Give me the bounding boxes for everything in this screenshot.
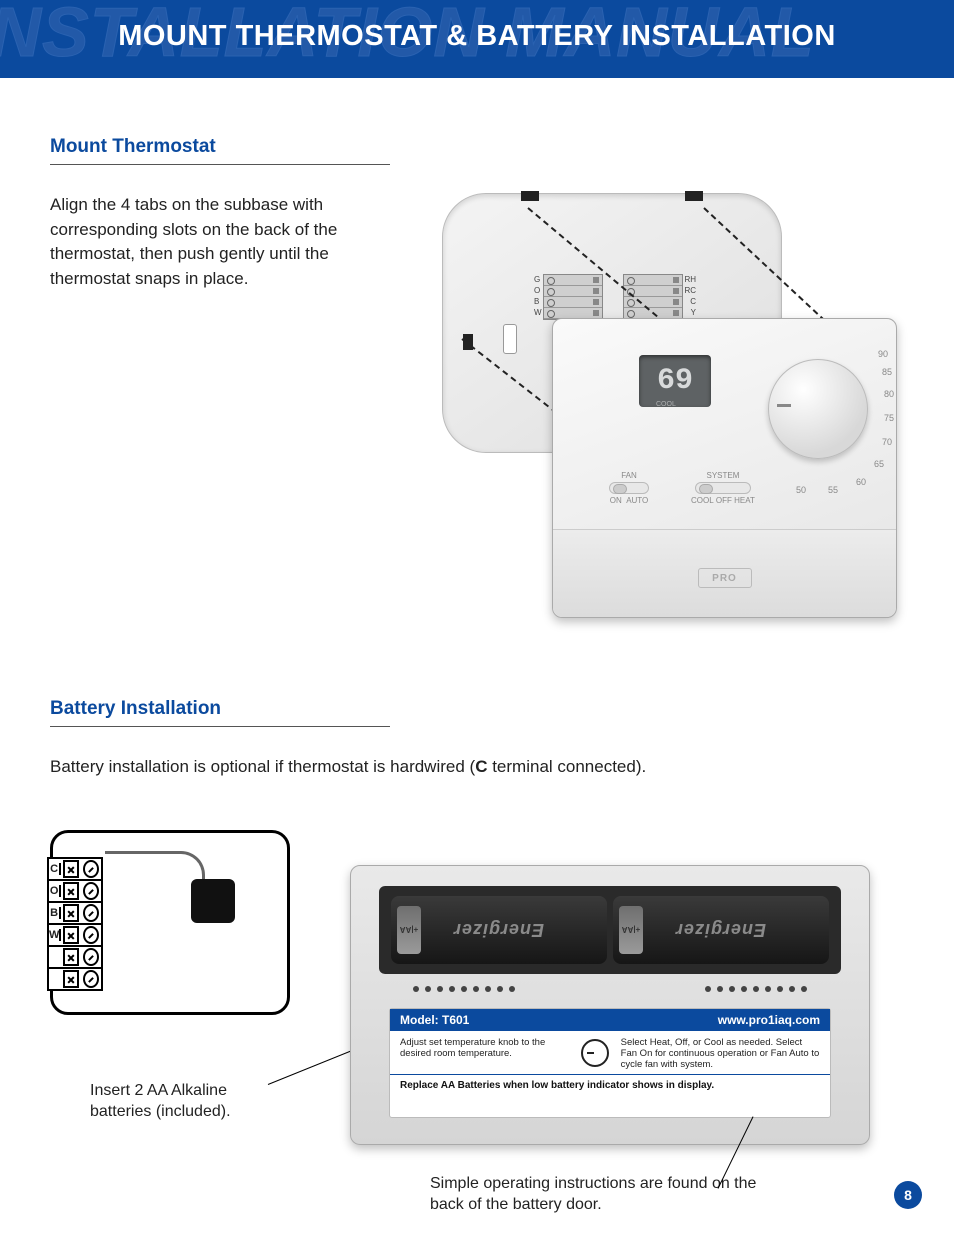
info-right-text: Select Heat, Off, or Cool as needed. Sel… xyxy=(621,1037,820,1070)
dial-num: 90 xyxy=(878,349,888,359)
section1-heading: Mount Thermostat xyxy=(50,136,390,165)
section2-heading: Battery Installation xyxy=(50,698,390,727)
para-bold: C xyxy=(475,757,487,776)
para-pre: Battery installation is optional if ther… xyxy=(50,757,475,776)
url-label: www.pro1iaq.com xyxy=(718,1013,820,1027)
battery-cap: +|AA xyxy=(619,906,643,954)
dial-num: 55 xyxy=(828,485,838,495)
knob-icon xyxy=(581,1039,609,1067)
thermostat-figure: G O B W RH RC C Y 69 COOL xyxy=(432,193,902,623)
battery-cap: +|AA xyxy=(397,906,421,954)
dial-num: 70 xyxy=(882,437,892,447)
system-right: HEAT xyxy=(734,496,755,505)
section1-paragraph: Align the 4 tabs on the subbase with cor… xyxy=(50,193,408,623)
info-left-text: Adjust set temperature knob to the desir… xyxy=(400,1037,569,1070)
terminal-label: O xyxy=(534,286,540,295)
page-number: 8 xyxy=(894,1181,922,1209)
terminal-label: W xyxy=(534,308,542,317)
term-label: B xyxy=(49,907,61,919)
wiring-diagram: C O B W xyxy=(50,830,290,1015)
fan-left: ON xyxy=(610,496,622,505)
battery-area: C O B W Insert 2 AA Alkaline batteries (… xyxy=(50,790,904,1210)
system-switch: SYSTEM COOL OFF HEAT xyxy=(691,471,755,505)
terminal-label: Y xyxy=(691,308,696,317)
model-label: Model: T601 xyxy=(400,1013,469,1027)
battery-brand: Energizer xyxy=(453,919,544,940)
terminal-label: B xyxy=(534,297,539,306)
brand-badge: PRO xyxy=(698,568,752,588)
aa-battery-1: +|AA Energizer xyxy=(391,896,607,964)
dial-num: 60 xyxy=(856,477,866,487)
caption-insert: Insert 2 AA Alkaline batteries (included… xyxy=(90,1080,290,1123)
section2-paragraph: Battery installation is optional if ther… xyxy=(50,755,904,780)
dial-num: 75 xyxy=(884,413,894,423)
fan-right: AUTO xyxy=(626,496,648,505)
dial-num: 80 xyxy=(884,389,894,399)
temperature-dial xyxy=(768,359,868,459)
subbase-terminals-left: G O B W xyxy=(543,274,603,320)
terminal-label: RH xyxy=(684,275,696,284)
fan-switch: FAN ON AUTO xyxy=(609,471,649,505)
system-label: SYSTEM xyxy=(691,471,755,480)
battery-compartment: +|AA Energizer +|AA Energizer Model: T60… xyxy=(350,865,870,1145)
battery-brand: Energizer xyxy=(675,919,766,940)
dial-num: 85 xyxy=(882,367,892,377)
terminal-label: RC xyxy=(684,286,696,295)
thermostat-front: 69 COOL 90 85 80 75 70 65 60 55 50 FAN O… xyxy=(552,318,897,618)
system-mid: OFF xyxy=(716,496,732,505)
info-label: Model: T601 www.pro1iaq.com Adjust set t… xyxy=(389,1008,831,1118)
lcd-mode: COOL xyxy=(656,401,676,408)
term-label: W xyxy=(49,929,61,941)
term-label: O xyxy=(49,885,61,897)
dial-num: 65 xyxy=(874,459,884,469)
aa-battery-2: +|AA Energizer xyxy=(613,896,829,964)
para-post: terminal connected). xyxy=(487,757,646,776)
caption-instructions: Simple operating instructions are found … xyxy=(430,1173,770,1216)
terminal-label: G xyxy=(534,275,540,284)
terminal-label: C xyxy=(690,297,696,306)
header-band: INSTALLATION MANUAL MOUNT THERMOSTAT & B… xyxy=(0,0,954,78)
dial-num: 50 xyxy=(796,485,806,495)
lcd-display: 69 xyxy=(639,355,711,407)
system-left: COOL xyxy=(691,496,714,505)
info-footer: Replace AA Batteries when low battery in… xyxy=(390,1074,830,1091)
fan-label: FAN xyxy=(609,471,649,480)
term-label: C xyxy=(49,863,61,875)
page-title: MOUNT THERMOSTAT & BATTERY INSTALLATION xyxy=(0,20,954,53)
